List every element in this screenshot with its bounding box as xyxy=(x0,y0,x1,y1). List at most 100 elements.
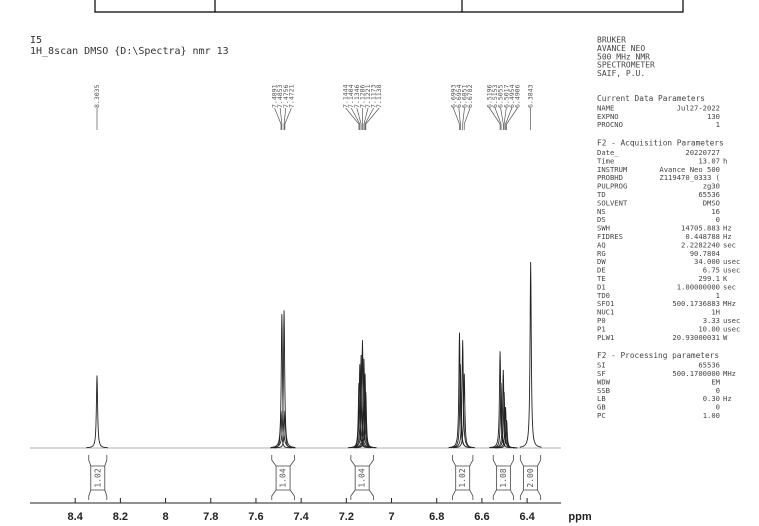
peak-label: 7.4721 xyxy=(287,84,295,108)
peak-connector xyxy=(503,107,507,130)
param-name: PULPROG xyxy=(597,182,627,191)
param-name: PROCNO xyxy=(597,120,623,129)
peak-connector xyxy=(365,107,380,130)
param-name: P1 xyxy=(597,324,606,333)
param-value: 13.07 xyxy=(698,156,720,165)
param-name: TD0 xyxy=(597,291,610,300)
integral-bracket xyxy=(492,455,514,500)
x-tick-label: 7.8 xyxy=(203,511,218,523)
peak-label: 7.1286 xyxy=(358,84,366,108)
param-value: 65536 xyxy=(698,190,720,199)
x-tick-label: 8 xyxy=(163,511,169,523)
spectrum-subtitle: 1H_8scan DMSO {D:\Spectra} nmr 13 xyxy=(30,46,229,57)
param-unit: K xyxy=(723,274,728,283)
peak-label: 7.4853 xyxy=(276,84,284,108)
x-tick-label: 7.2 xyxy=(339,511,354,523)
integral-bracket xyxy=(452,455,474,500)
peak-connector xyxy=(274,107,282,130)
integral-label: 1.02 xyxy=(458,468,467,487)
peak xyxy=(354,392,377,449)
param-name: Time xyxy=(597,156,614,165)
integral-label: 1.04 xyxy=(279,468,288,487)
param-value: 34.000 xyxy=(694,257,720,266)
param-name: SI xyxy=(597,361,606,370)
peak-connector xyxy=(463,107,471,130)
peak-connector xyxy=(283,107,287,130)
param-name: SWH xyxy=(597,224,610,233)
top-table-fragment xyxy=(94,0,684,13)
x-tick-label: 7 xyxy=(388,511,394,523)
param-value: 2.2282240 xyxy=(681,240,720,249)
peak xyxy=(273,310,295,448)
param-value: 0.30 xyxy=(703,394,720,403)
param-name: NUC1 xyxy=(597,308,614,317)
param-unit: usec xyxy=(723,316,740,325)
peak-label: 6.5055 xyxy=(497,84,505,108)
integral-label: 1.02 xyxy=(93,468,102,487)
param-name: PC xyxy=(597,411,606,420)
x-tick-label: 8.2 xyxy=(113,511,128,523)
param-name: DS xyxy=(597,215,606,224)
peak-label: 6.4954 xyxy=(508,84,516,108)
peak-label: 7.4891 xyxy=(271,84,279,108)
peak xyxy=(273,410,296,449)
param-value: 20.93000031 xyxy=(672,333,720,342)
peak-label: 6.5017 xyxy=(502,84,510,108)
param-value: Z119470_0333 ( xyxy=(659,173,720,182)
x-tick-label: 6.4 xyxy=(519,511,535,523)
param-value: 1H xyxy=(711,308,720,317)
param-value: 16 xyxy=(711,207,720,216)
panel-line: BRUKER xyxy=(597,36,626,45)
param-name: TE xyxy=(597,274,606,283)
param-name: DW xyxy=(597,257,606,266)
x-tick-label: 6.6 xyxy=(474,511,489,523)
param-name: DE xyxy=(597,266,606,275)
peak-label: 6.6851 xyxy=(460,84,468,108)
peak-label: 7.1444 xyxy=(342,84,350,108)
section-title: F2 - Acquisition Parameters xyxy=(597,139,724,148)
peak-connector xyxy=(350,107,361,130)
peak-label: 8.3035 xyxy=(93,84,101,108)
peak-label: 6.6954 xyxy=(455,84,463,108)
param-value: 500.1736883 xyxy=(672,299,720,308)
param-name: SSB xyxy=(597,386,610,395)
peak-label: 7.1221 xyxy=(364,84,372,108)
param-value: 14705.883 xyxy=(681,224,720,233)
peak-connector xyxy=(500,107,504,130)
param-name: NAME xyxy=(597,103,614,112)
peak-connector xyxy=(279,107,283,130)
section-title: F2 - Processing parameters xyxy=(597,351,719,360)
peak-connector xyxy=(356,107,362,130)
param-value: 65536 xyxy=(698,361,720,370)
peak-connector xyxy=(494,107,502,130)
peak-connector xyxy=(489,107,501,130)
param-name: INSTRUM xyxy=(597,165,628,174)
integral-label: 1.04 xyxy=(358,468,367,487)
param-value: 500.1700000 xyxy=(672,369,720,378)
x-tick-label: 6.8 xyxy=(429,511,444,523)
peak-label: 6.3843 xyxy=(527,84,535,108)
param-name: PLW1 xyxy=(597,333,614,342)
param-value: 299.1 xyxy=(698,274,720,283)
param-name: PROBHD xyxy=(597,173,623,182)
peak-label: 6.5153 xyxy=(491,84,499,108)
param-name: TD xyxy=(597,190,606,199)
param-name: FIDRES xyxy=(597,232,623,241)
param-unit: usec xyxy=(723,324,740,333)
spectrum-title: I5 xyxy=(30,35,42,46)
peak-label: 7.1138 xyxy=(375,84,383,108)
integral-bracket xyxy=(271,455,295,500)
peak-label: 6.5196 xyxy=(485,84,493,108)
peak xyxy=(495,420,518,449)
param-value: 1 xyxy=(716,291,720,300)
param-value: 1.00000000 xyxy=(677,282,720,291)
param-value: DMSO xyxy=(703,198,720,207)
param-unit: W xyxy=(723,333,728,342)
param-unit: usec xyxy=(723,266,740,275)
section-title: Current Data Parameters xyxy=(597,94,705,103)
param-name: SFO1 xyxy=(597,299,614,308)
peak-label: 6.6782 xyxy=(466,84,474,108)
peak xyxy=(519,261,542,448)
integral-bracket xyxy=(519,455,542,500)
